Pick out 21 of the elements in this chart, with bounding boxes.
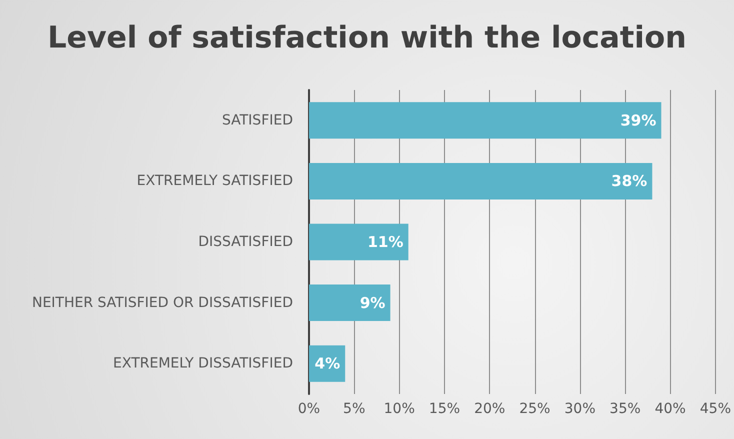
x-tick-label: 20% bbox=[474, 401, 506, 417]
x-tick-label: 35% bbox=[610, 401, 641, 417]
y-tick-label: DISSATISFIED bbox=[198, 234, 293, 250]
x-tick-label: 40% bbox=[654, 401, 686, 417]
y-tick-label: SATISFIED bbox=[222, 112, 293, 128]
x-tick-label: 30% bbox=[564, 401, 596, 417]
chart-title: Level of satisfaction with the location bbox=[47, 20, 687, 56]
y-tick-label: EXTREMELY DISSATISFIED bbox=[113, 356, 293, 372]
x-tick-label: 5% bbox=[343, 401, 366, 417]
x-tick-label: 10% bbox=[384, 401, 415, 417]
x-tick-label: 45% bbox=[700, 401, 732, 417]
data-label: 4% bbox=[314, 354, 340, 373]
x-tick-label: 15% bbox=[428, 401, 460, 417]
data-label: 9% bbox=[360, 294, 386, 312]
y-tick-label: NEITHER SATISFIED OR DISSATISFIED bbox=[32, 294, 293, 311]
data-label: 38% bbox=[611, 172, 648, 190]
x-tick-label: 25% bbox=[519, 401, 550, 417]
x-tick-label: 0% bbox=[298, 401, 320, 417]
y-tick-label: EXTREMELY SATISFIED bbox=[136, 173, 293, 190]
data-label: 39% bbox=[620, 111, 656, 130]
data-label: 11% bbox=[367, 233, 404, 251]
